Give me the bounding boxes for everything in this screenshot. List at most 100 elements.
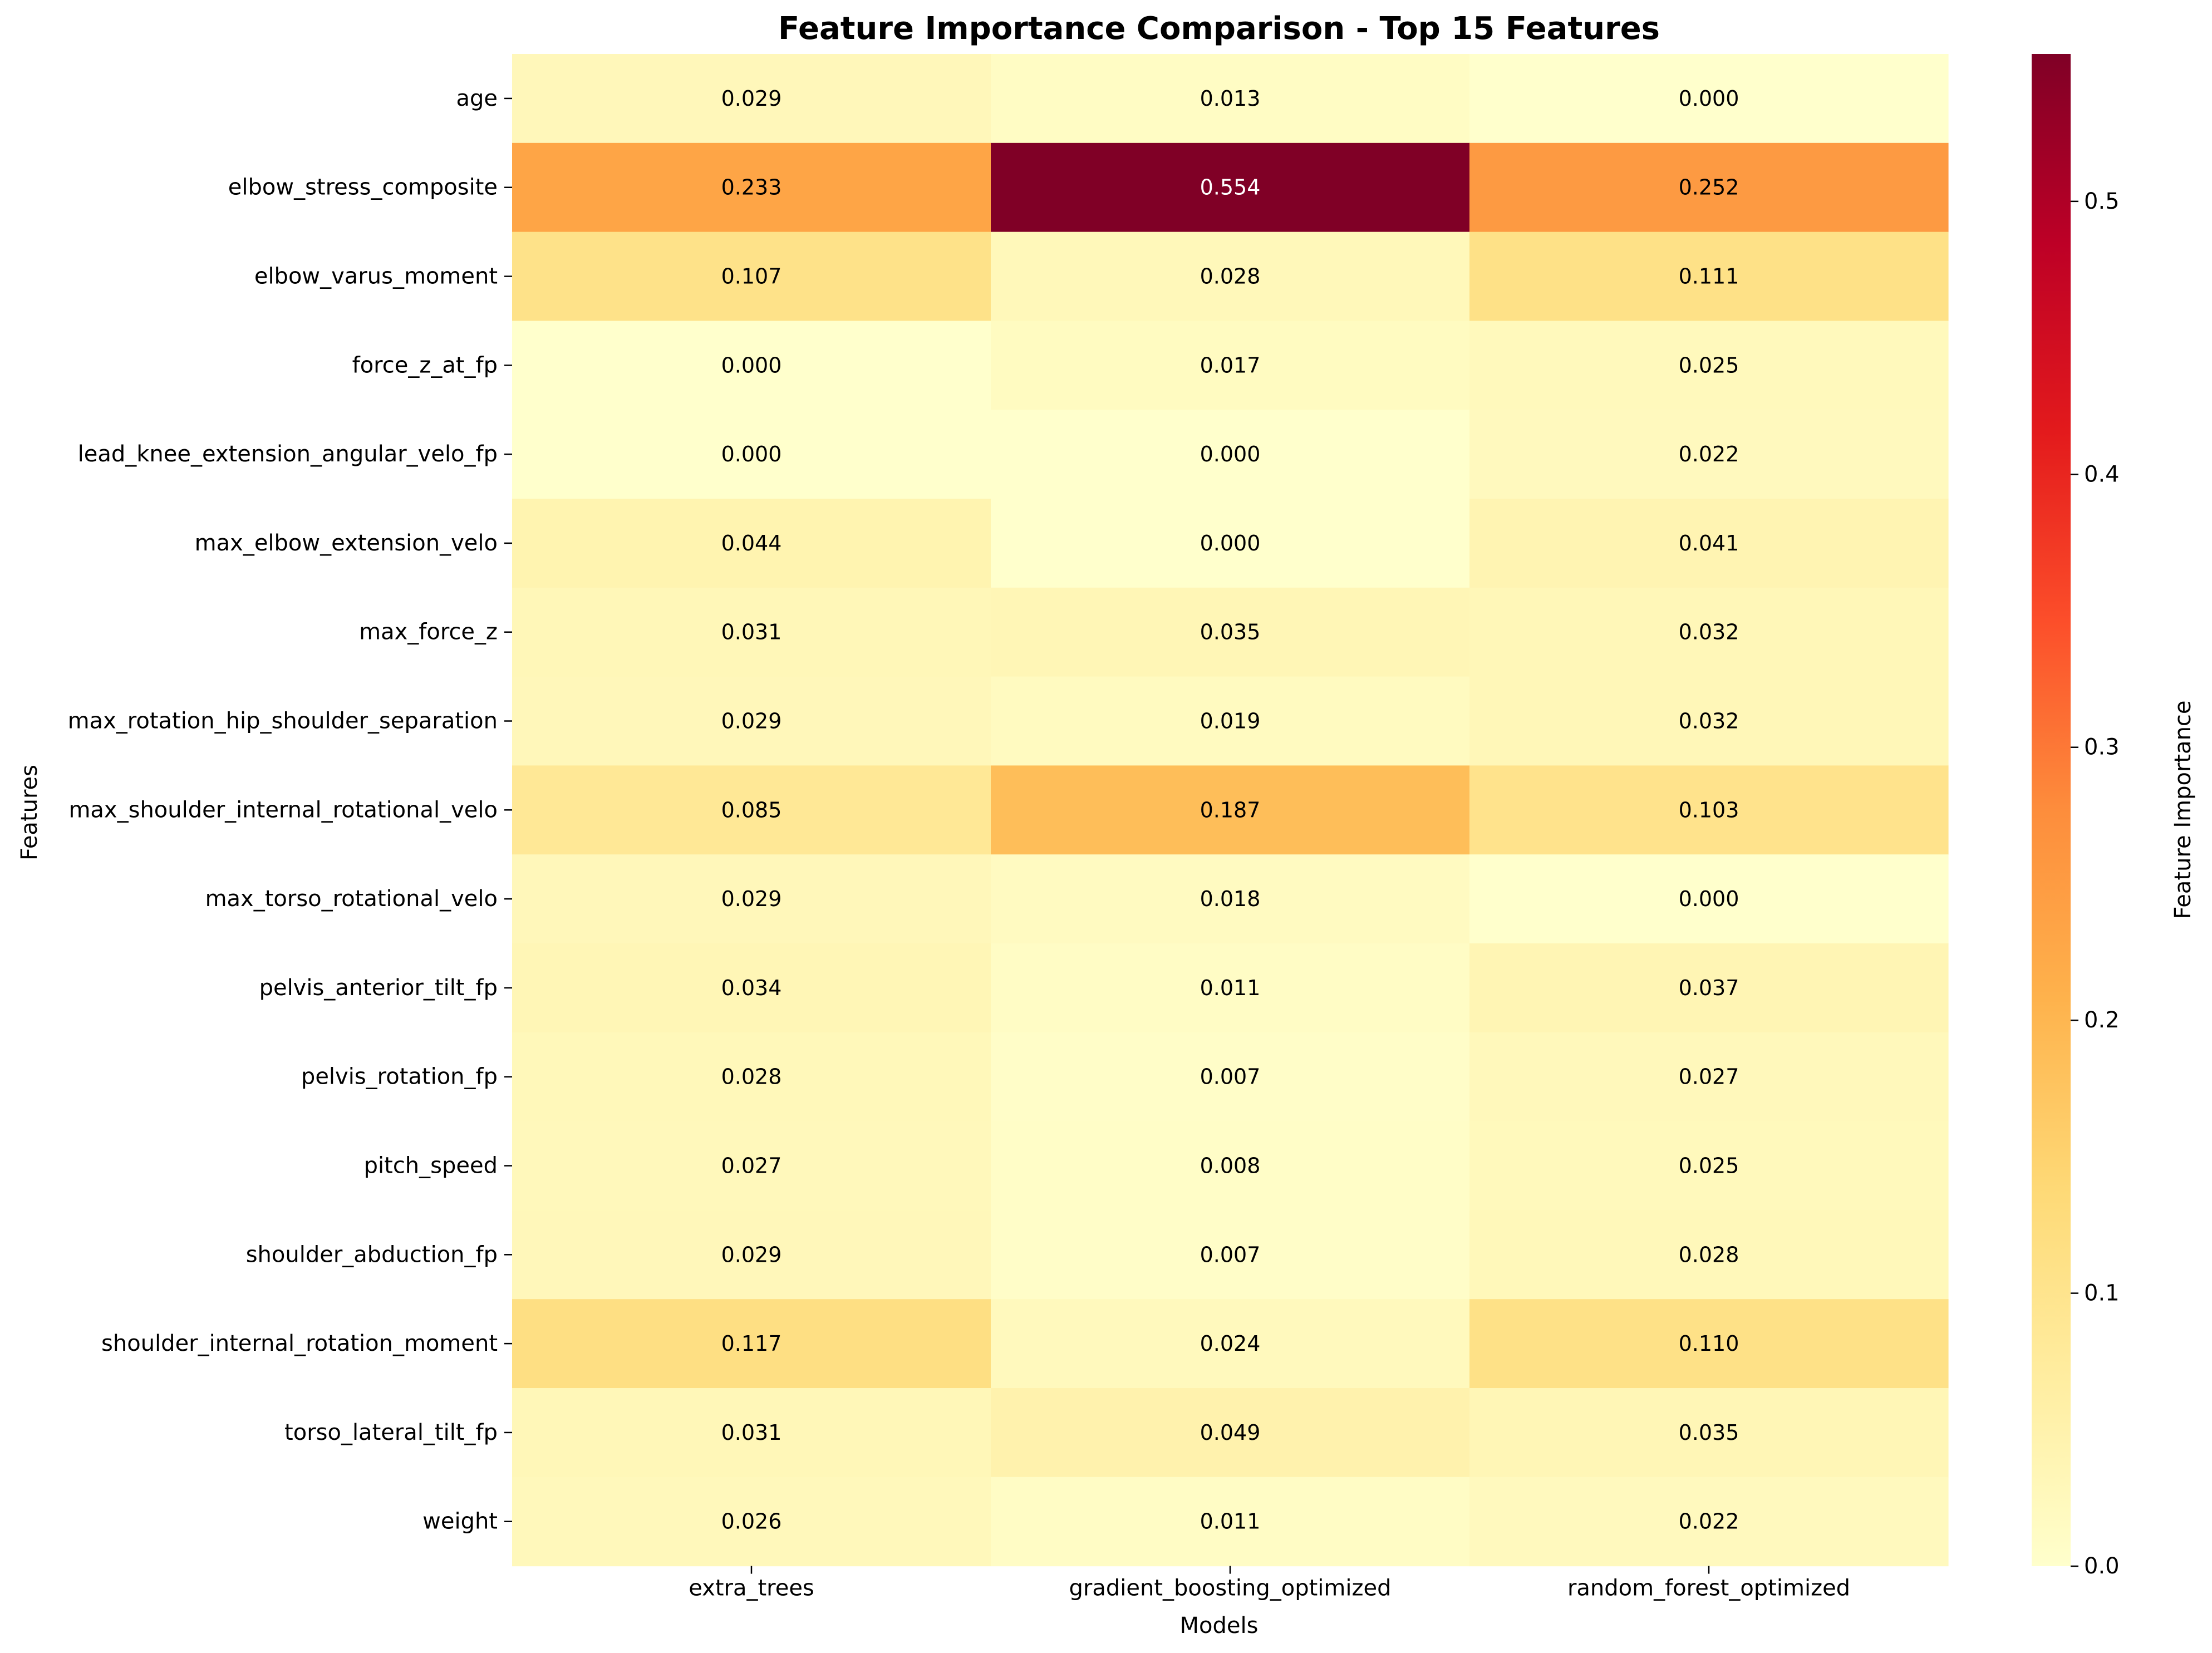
heatmap-cell — [991, 943, 1470, 1033]
y-tick-label: force_z_at_fp — [352, 352, 498, 378]
y-tick-label: pelvis_rotation_fp — [301, 1064, 498, 1090]
cell-value-label: 0.013 — [1200, 86, 1261, 111]
heatmap-cell — [1469, 232, 1949, 321]
cell-value-label: 0.017 — [1200, 353, 1261, 377]
heatmap-cell — [512, 765, 991, 855]
heatmap-cell — [512, 1032, 991, 1122]
heatmap-cell — [991, 410, 1470, 499]
heatmap-cell — [991, 676, 1470, 766]
colorbar-ticks: 0.0 0.1 0.2 0.3 0.4 0.5 — [2071, 189, 2120, 1579]
cell-value-label: 0.022 — [1679, 442, 1739, 466]
y-tick-label: weight — [422, 1509, 498, 1534]
cell-value-label: 0.025 — [1679, 353, 1739, 377]
cell-value-label: 0.011 — [1200, 976, 1261, 1000]
heatmap-cell — [512, 499, 991, 588]
cell-value-label: 0.252 — [1679, 175, 1739, 200]
heatmap-cell — [1469, 587, 1949, 677]
heatmap-cell — [512, 854, 991, 944]
y-tick-label: max_shoulder_internal_rotational_velo — [68, 797, 498, 823]
heatmap-cell — [991, 1477, 1470, 1567]
cell-value-label: 0.110 — [1679, 1331, 1739, 1356]
heatmap-cells — [512, 54, 1949, 1567]
cell-value-label: 0.032 — [1679, 709, 1739, 734]
y-tick-label: lead_knee_extension_angular_velo_fp — [78, 441, 498, 467]
heatmap-cell — [991, 321, 1470, 410]
heatmap-cell — [512, 410, 991, 499]
heatmap-cell — [991, 854, 1470, 944]
cell-value-label: 0.035 — [1679, 1420, 1739, 1445]
colorbar-tick-label: 0.3 — [2084, 735, 2120, 760]
cell-value-label: 0.022 — [1679, 1509, 1739, 1534]
cell-value-labels: 0.029 0.013 0.000 0.233 0.554 0.252 0.107 0.028… — [721, 86, 1739, 1534]
heatmap-cell — [512, 54, 991, 144]
chart-title: Feature Importance Comparison - Top 15 F… — [778, 11, 1660, 47]
heatmap-cell — [512, 1299, 991, 1389]
heatmap-cell — [991, 1121, 1470, 1211]
y-tick-label: torso_lateral_tilt_fp — [284, 1420, 498, 1445]
y-axis-ticks: age elbow_stress_composite elbow_varus_mom… — [68, 86, 512, 1534]
cell-value-label: 0.554 — [1200, 175, 1261, 200]
cell-value-label: 0.027 — [1679, 1065, 1739, 1089]
cell-value-label: 0.034 — [721, 976, 782, 1000]
heatmap-cell — [1469, 1388, 1949, 1478]
heatmap-cell — [1469, 854, 1949, 944]
y-tick-label: max_torso_rotational_velo — [205, 886, 498, 912]
cell-value-label: 0.049 — [1200, 1420, 1261, 1445]
cell-value-label: 0.117 — [721, 1331, 782, 1356]
y-tick-label: max_elbow_extension_velo — [195, 530, 498, 556]
heatmap-cell — [1469, 1210, 1949, 1300]
heatmap-cell — [512, 142, 991, 233]
y-tick-label: shoulder_internal_rotation_moment — [101, 1331, 498, 1356]
y-tick-label: age — [456, 86, 498, 111]
y-tick-label: elbow_varus_moment — [254, 264, 498, 289]
heatmap-cell — [991, 499, 1470, 588]
heatmap-cell — [1469, 142, 1949, 233]
heatmap-cell — [991, 765, 1470, 855]
heatmap-cell — [1469, 765, 1949, 855]
heatmap-cell — [1469, 499, 1949, 588]
x-axis-ticks: extra_trees gradient_boosting_optimized ra… — [689, 1566, 1850, 1601]
cell-value-label: 0.000 — [1679, 86, 1739, 111]
heatmap-cell — [1469, 1477, 1949, 1567]
y-tick-label: shoulder_abduction_fp — [246, 1242, 498, 1267]
colorbar-tick-label: 0.0 — [2084, 1553, 2120, 1579]
cell-value-label: 0.107 — [721, 264, 782, 289]
cell-value-label: 0.031 — [721, 620, 782, 645]
cell-value-label: 0.028 — [1679, 1242, 1739, 1267]
x-tick-label: gradient_boosting_optimized — [1069, 1576, 1392, 1601]
cell-value-label: 0.035 — [1200, 620, 1261, 645]
colorbar-tick-label: 0.2 — [2084, 1007, 2120, 1033]
y-tick-label: max_rotation_hip_shoulder_separation — [68, 709, 498, 734]
cell-value-label: 0.103 — [1679, 798, 1739, 822]
cell-value-label: 0.029 — [721, 887, 782, 911]
heatmap-cell — [512, 1121, 991, 1211]
colorbar-label: Feature Importance — [2170, 700, 2196, 919]
cell-value-label: 0.187 — [1200, 798, 1261, 822]
heatmap-cell — [991, 587, 1470, 677]
x-tick-label: extra_trees — [689, 1576, 814, 1601]
heatmap-cell — [991, 1299, 1470, 1389]
colorbar — [2032, 54, 2071, 1566]
heatmap-cell — [512, 943, 991, 1033]
x-tick-label: random_forest_optimized — [1567, 1576, 1850, 1601]
cell-value-label: 0.011 — [1200, 1509, 1261, 1534]
cell-value-label: 0.000 — [721, 442, 782, 466]
heatmap-cell — [512, 676, 991, 766]
heatmap-cell — [1469, 676, 1949, 766]
heatmap-cell — [1469, 321, 1949, 410]
cell-value-label: 0.037 — [1679, 976, 1739, 1000]
heatmap-cell — [991, 1210, 1470, 1300]
cell-value-label: 0.027 — [721, 1154, 782, 1178]
cell-value-label: 0.085 — [721, 798, 782, 822]
heatmap-cell — [512, 1388, 991, 1478]
y-axis-label: Features — [17, 765, 42, 860]
heatmap-cell — [1469, 54, 1949, 144]
heatmap-cell — [991, 142, 1470, 233]
cell-value-label: 0.111 — [1679, 264, 1739, 289]
cell-value-label: 0.000 — [1200, 531, 1261, 555]
heatmap-cell — [991, 232, 1470, 321]
cell-value-label: 0.032 — [1679, 620, 1739, 645]
y-tick-label: max_force_z — [359, 619, 498, 645]
cell-value-label: 0.024 — [1200, 1331, 1261, 1356]
